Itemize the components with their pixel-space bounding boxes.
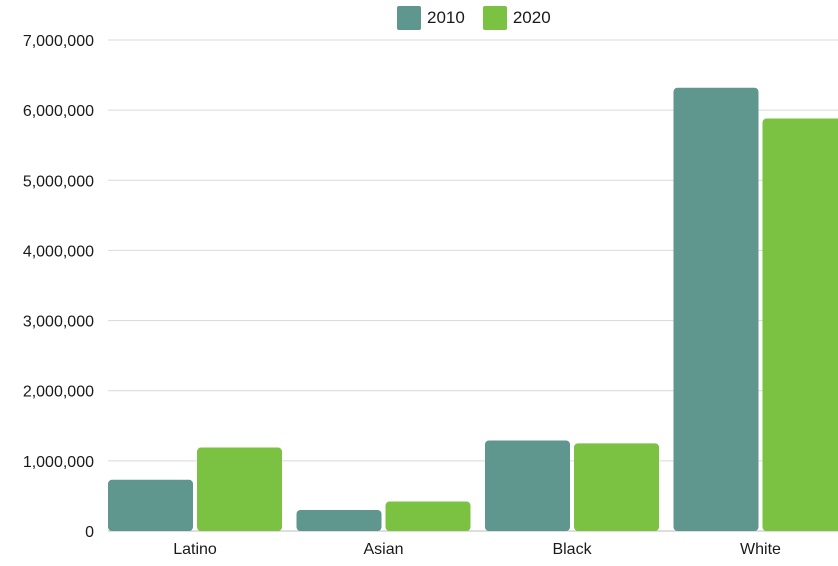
x-tick-label: Black: [552, 541, 592, 558]
y-tick-label: 1,000,000: [23, 454, 94, 471]
bar-black-2010: [485, 441, 570, 531]
bar-asian-2010: [297, 510, 382, 531]
x-tick-label: White: [740, 541, 781, 558]
y-tick-label: 3,000,000: [23, 314, 94, 331]
legend-swatch-2010: [397, 6, 421, 30]
bar-white-2020: [763, 119, 838, 531]
legend-label-2010: 2010: [427, 6, 465, 30]
bar-latino-2020: [197, 448, 282, 531]
x-tick-label: Asian: [363, 541, 403, 558]
y-tick-label: 6,000,000: [23, 103, 94, 120]
bar-black-2020: [574, 443, 659, 531]
y-tick-label: 0: [85, 524, 94, 541]
y-tick-label: 4,000,000: [23, 243, 94, 260]
chart-legend: 2010 2020: [397, 6, 551, 30]
y-tick-label: 7,000,000: [23, 33, 94, 50]
x-tick-label: Latino: [173, 541, 217, 558]
y-tick-label: 5,000,000: [23, 173, 94, 190]
legend-item-2020: 2020: [483, 6, 551, 30]
bar-white-2010: [674, 88, 759, 531]
legend-swatch-2020: [483, 6, 507, 30]
bar-asian-2020: [386, 502, 471, 531]
legend-label-2020: 2020: [513, 6, 551, 30]
bar-latino-2010: [108, 480, 193, 531]
y-tick-label: 2,000,000: [23, 384, 94, 401]
legend-item-2010: 2010: [397, 6, 465, 30]
